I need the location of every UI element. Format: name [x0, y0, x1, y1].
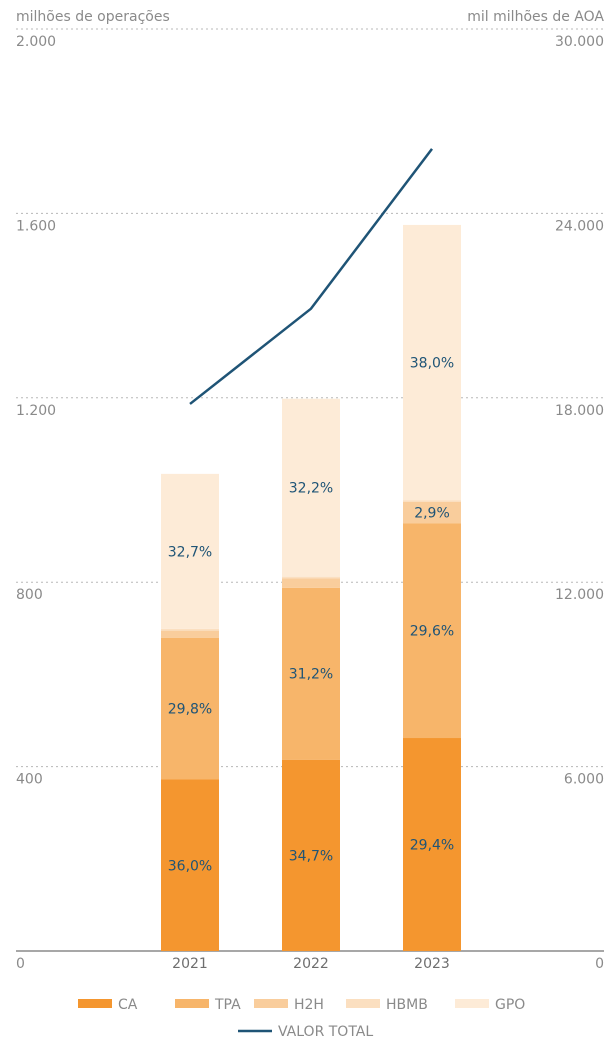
- bar-segment-tpa: [161, 637, 219, 780]
- category-label: 2023: [414, 956, 450, 972]
- bar-segment-ca: [282, 759, 340, 951]
- legend-label-valor-total: VALOR TOTAL: [278, 1024, 373, 1040]
- legend: CA TPA H2H HBMB GPO VALOR TOTAL: [78, 997, 525, 1040]
- legend-label-tpa: TPA: [214, 997, 241, 1013]
- bar-segment-tpa: [282, 587, 340, 760]
- bar-segment-h2h: [403, 501, 461, 524]
- grid-layer: 0 0 400 6.000 800 12.000 1.200 18.000 1.600 24.00…: [16, 28, 604, 972]
- data-label: 29,4%: [410, 838, 454, 854]
- data-label: 32,7%: [168, 544, 212, 560]
- bars-layer: 36,0% 29,8% 32,7% 34,7% 31,2% 32,2% 29,4% 29,6%…: [161, 224, 461, 951]
- left-axis-title: milhões de operações: [16, 9, 170, 25]
- bar-segment-hbmb: [403, 500, 461, 502]
- bar-segment-gpo: [282, 398, 340, 577]
- data-label: 38,0%: [410, 356, 454, 372]
- data-label: 2,9%: [414, 506, 450, 522]
- valor-total-line: [189, 148, 433, 405]
- bar-segment-ca: [403, 738, 461, 951]
- legend-swatch-tpa: [175, 999, 209, 1008]
- legend-label-gpo: GPO: [495, 997, 525, 1013]
- left-tick-label: 800: [16, 587, 43, 603]
- legend-swatch-hbmb: [346, 999, 380, 1008]
- line-layer: [189, 148, 433, 405]
- category-axis: 2021 2022 2023: [172, 956, 450, 972]
- data-label: 31,2%: [289, 667, 333, 683]
- category-label: 2022: [293, 956, 329, 972]
- bar-segment-hbmb: [161, 628, 219, 631]
- data-label: 29,6%: [410, 624, 454, 640]
- legend-swatch-gpo: [455, 999, 489, 1008]
- data-label: 34,7%: [289, 848, 333, 864]
- right-tick-label: 6.000: [564, 772, 604, 788]
- bar-segment-h2h: [282, 578, 340, 588]
- bar-segment-ca: [161, 779, 219, 951]
- data-label: 29,8%: [168, 702, 212, 718]
- bar-segment-gpo: [161, 473, 219, 629]
- right-tick-label: 0: [595, 956, 604, 972]
- right-tick-label: 24.000: [555, 218, 604, 234]
- bar-segment-tpa: [403, 523, 461, 739]
- left-tick-label: 1.200: [16, 403, 56, 419]
- legend-label-h2h: H2H: [294, 997, 324, 1013]
- legend-swatch-ca: [78, 999, 112, 1008]
- bar-segment-gpo: [403, 224, 461, 501]
- left-tick-label: 1.600: [16, 218, 56, 234]
- left-tick-label: 0: [16, 956, 25, 972]
- right-tick-label: 12.000: [555, 587, 604, 603]
- category-label: 2021: [172, 956, 208, 972]
- left-tick-label: 400: [16, 772, 43, 788]
- bar-segment-h2h: [161, 630, 219, 638]
- right-axis-title: mil milhões de AOA: [467, 9, 604, 25]
- right-tick-label: 18.000: [555, 403, 604, 419]
- legend-label-hbmb: HBMB: [386, 997, 428, 1013]
- data-label: 36,0%: [168, 858, 212, 874]
- right-tick-label: 30.000: [555, 34, 604, 50]
- legend-swatch-h2h: [254, 999, 288, 1008]
- left-tick-label: 2.000: [16, 34, 56, 50]
- data-label: 32,2%: [289, 481, 333, 497]
- legend-label-ca: CA: [118, 997, 138, 1013]
- bar-segment-hbmb: [282, 576, 340, 579]
